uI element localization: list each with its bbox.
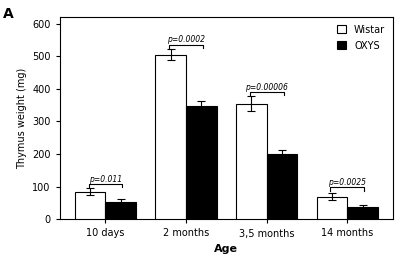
Bar: [75, 192, 106, 220]
Text: A: A: [3, 7, 14, 21]
Text: p=0.0002: p=0.0002: [167, 35, 205, 44]
Bar: [106, 201, 136, 220]
Text: p=0.0025: p=0.0025: [328, 178, 366, 187]
Text: p=0.011: p=0.011: [89, 175, 122, 184]
X-axis label: Age: Age: [214, 244, 238, 254]
Legend: Wistar, OXYS: Wistar, OXYS: [334, 22, 388, 54]
Bar: [236, 104, 267, 220]
Bar: [317, 197, 347, 220]
Y-axis label: Thymus weight (mg): Thymus weight (mg): [16, 68, 26, 169]
Bar: [186, 106, 217, 220]
Bar: [347, 207, 378, 220]
Bar: [156, 55, 186, 220]
Text: p=0.00006: p=0.00006: [245, 83, 288, 92]
Bar: [267, 153, 297, 220]
